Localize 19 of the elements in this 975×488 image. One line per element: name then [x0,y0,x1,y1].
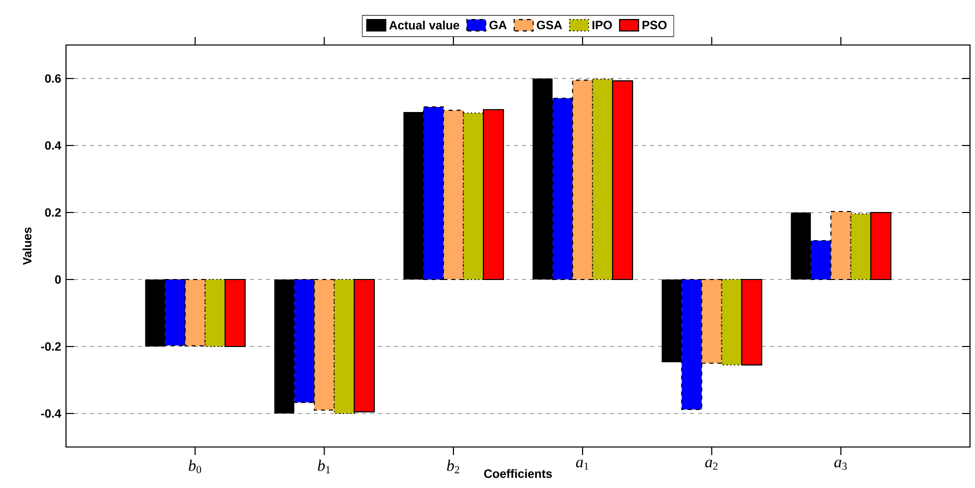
x-tick-label: b$_{2}$ [447,460,460,474]
x-tick-label: b$_{1}$ [318,460,330,474]
y-tick-label: 0.2 [45,208,61,217]
y-tick-label: 0.6 [45,74,61,83]
x-tick-label: a$_{1}$ [576,460,588,470]
x-tick-label: a$_{2}$ [705,460,718,470]
y-tick-label: -0.2 [41,342,61,351]
x-tick-label: b$_{0}$ [188,460,202,474]
y-tick-label: -0.4 [41,409,62,418]
y-axis-title: Values [22,227,32,265]
legend-label: IPO [592,20,612,30]
legend-label: Actual value [389,20,460,30]
x-axis-title: Coefficients [484,469,552,478]
legend-label: GSA [536,20,562,30]
legend-label: PSO [642,20,667,30]
x-tick-label: a$_{3}$ [834,460,847,470]
y-tick-label: 0.4 [45,141,62,150]
legend-label: GA [489,20,507,30]
y-tick-label: 0 [55,275,61,284]
